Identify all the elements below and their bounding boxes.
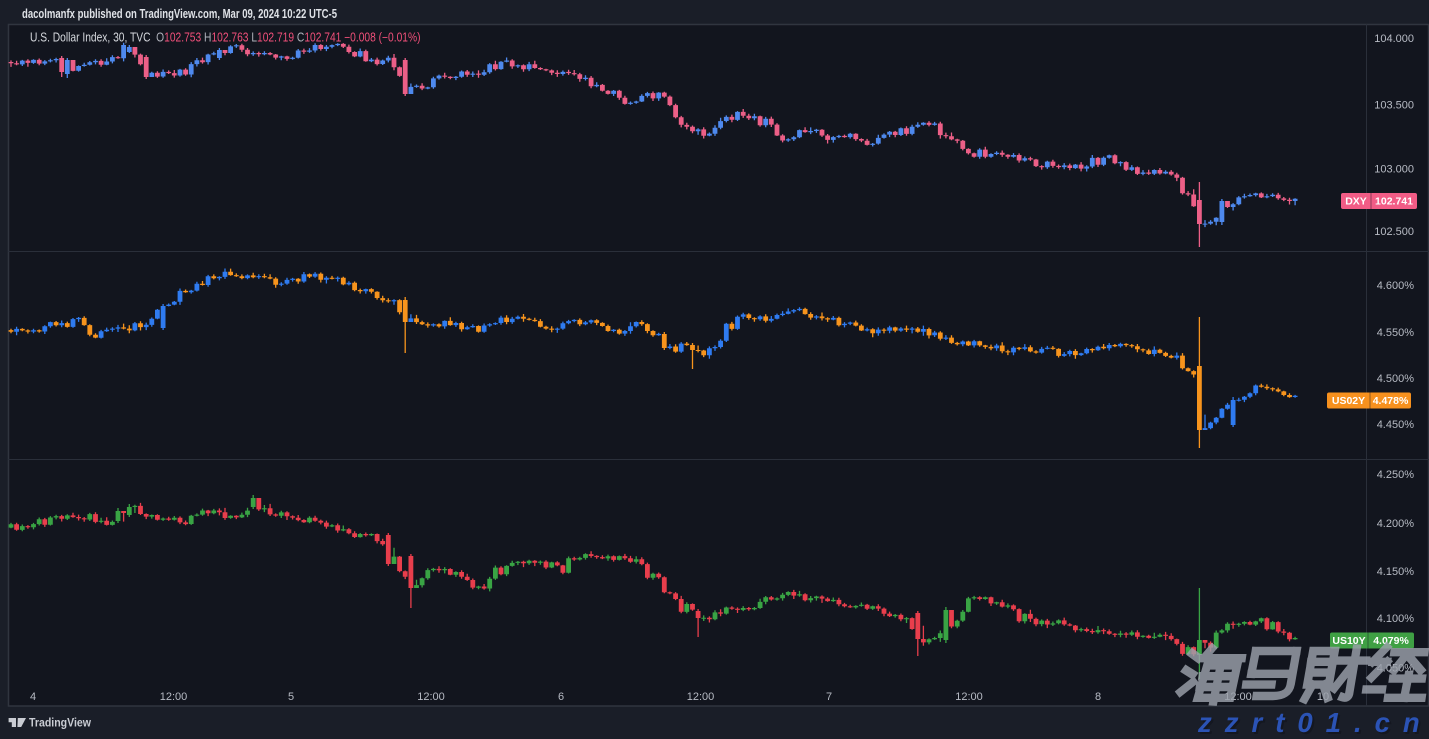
svg-text:4.150%: 4.150% [1377, 566, 1415, 578]
svg-text:12:00: 12:00 [955, 691, 983, 703]
svg-text:zzrt01.cnzzrt01.cn: zzrt01.cnzzrt01.cn [1197, 707, 1429, 739]
svg-text:dacolmanfx published on Tradin: dacolmanfx published on TradingView.com,… [22, 7, 337, 21]
svg-text:4.100%: 4.100% [1377, 613, 1415, 625]
svg-text:4.478%: 4.478% [1373, 395, 1409, 407]
svg-text:US10Y: US10Y [1332, 635, 1365, 647]
svg-text:103.000: 103.000 [1374, 164, 1414, 176]
svg-text:4.500%: 4.500% [1377, 373, 1415, 385]
svg-text:104.000: 104.000 [1374, 33, 1414, 45]
svg-text:12:00: 12:00 [160, 691, 188, 703]
svg-text:4: 4 [30, 691, 36, 703]
svg-text:US02Y: US02Y [1332, 395, 1365, 407]
svg-text:102.500: 102.500 [1374, 226, 1414, 238]
svg-text:12:00: 12:00 [687, 691, 715, 703]
svg-text:TradingView: TradingView [29, 718, 91, 730]
svg-text:103.500: 103.500 [1374, 100, 1414, 112]
svg-text:4.250%: 4.250% [1377, 469, 1415, 481]
svg-text:4.550%: 4.550% [1377, 327, 1415, 339]
svg-text:4.600%: 4.600% [1377, 280, 1415, 292]
svg-text:U.S. Dollar Index, 30, TVC O1: U.S. Dollar Index, 30, TVC O102.753 H102… [30, 32, 421, 45]
svg-text:4.450%: 4.450% [1377, 419, 1415, 431]
svg-text:DXY: DXY [1345, 196, 1367, 208]
svg-text:4.200%: 4.200% [1377, 518, 1415, 530]
svg-text:102.741: 102.741 [1375, 196, 1413, 208]
svg-text:7: 7 [826, 691, 832, 703]
svg-text:8: 8 [1095, 691, 1101, 703]
svg-text:12:00: 12:00 [417, 691, 445, 703]
svg-text:4.079%: 4.079% [1373, 635, 1409, 647]
svg-text:5: 5 [288, 691, 294, 703]
svg-text:6: 6 [558, 691, 564, 703]
